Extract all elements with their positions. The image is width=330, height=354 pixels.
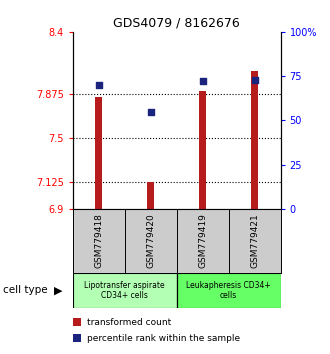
Text: GSM779419: GSM779419	[198, 213, 207, 268]
Text: Lipotransfer aspirate
CD34+ cells: Lipotransfer aspirate CD34+ cells	[84, 281, 165, 300]
Text: ▶: ▶	[53, 285, 62, 295]
Bar	[73, 273, 177, 308]
Bar	[148, 182, 154, 209]
Text: transformed count: transformed count	[87, 318, 172, 327]
Point	[200, 79, 205, 84]
Bar	[199, 91, 206, 209]
Bar	[95, 97, 102, 209]
Text: cell type: cell type	[3, 285, 48, 295]
Point	[148, 109, 153, 114]
Point	[96, 82, 101, 88]
Text: percentile rank within the sample: percentile rank within the sample	[87, 333, 241, 343]
Text: GSM779421: GSM779421	[250, 213, 259, 268]
Bar	[177, 273, 280, 308]
Point	[252, 77, 257, 82]
Text: GSM779420: GSM779420	[146, 213, 155, 268]
Text: Leukapheresis CD34+
cells: Leukapheresis CD34+ cells	[186, 281, 271, 300]
Text: GSM779418: GSM779418	[94, 213, 103, 268]
Bar	[251, 71, 258, 209]
Title: GDS4079 / 8162676: GDS4079 / 8162676	[113, 16, 240, 29]
